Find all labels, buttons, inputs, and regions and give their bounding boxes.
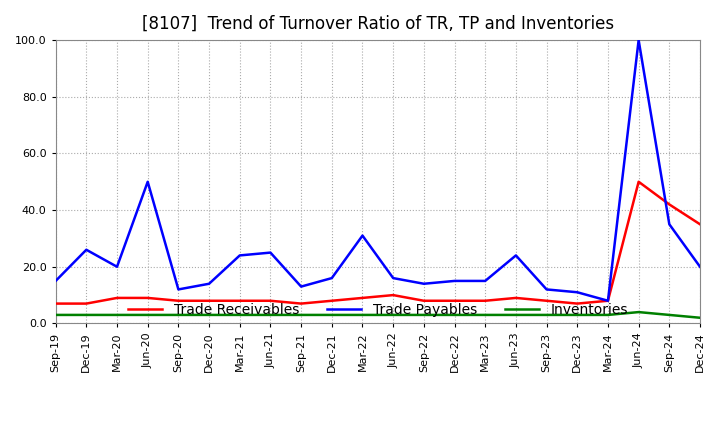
Inventories: [266, 312, 275, 318]
Inventories: [481, 312, 490, 318]
Trade Payables: [573, 290, 582, 295]
Trade Receivables: [389, 293, 397, 298]
Trade Payables: [542, 287, 551, 292]
Inventories: [174, 312, 183, 318]
Trade Receivables: [542, 298, 551, 304]
Trade Payables: [665, 222, 674, 227]
Trade Receivables: [450, 298, 459, 304]
Inventories: [143, 312, 152, 318]
Trade Payables: [113, 264, 122, 269]
Trade Payables: [634, 37, 643, 43]
Inventories: [420, 312, 428, 318]
Inventories: [113, 312, 122, 318]
Line: Inventories: Inventories: [55, 312, 700, 318]
Inventories: [328, 312, 336, 318]
Title: [8107]  Trend of Turnover Ratio of TR, TP and Inventories: [8107] Trend of Turnover Ratio of TR, TP…: [142, 15, 614, 33]
Trade Payables: [174, 287, 183, 292]
Legend: Trade Receivables, Trade Payables, Inventories: Trade Receivables, Trade Payables, Inven…: [122, 297, 634, 322]
Inventories: [634, 309, 643, 315]
Trade Receivables: [603, 298, 612, 304]
Trade Payables: [204, 281, 213, 286]
Trade Payables: [51, 278, 60, 283]
Trade Receivables: [143, 295, 152, 301]
Inventories: [450, 312, 459, 318]
Line: Trade Payables: Trade Payables: [55, 40, 700, 301]
Inventories: [51, 312, 60, 318]
Trade Payables: [266, 250, 275, 255]
Trade Receivables: [51, 301, 60, 306]
Trade Payables: [297, 284, 305, 289]
Inventories: [665, 312, 674, 318]
Inventories: [696, 315, 704, 320]
Trade Payables: [603, 298, 612, 304]
Inventories: [512, 312, 521, 318]
Line: Trade Receivables: Trade Receivables: [55, 182, 700, 304]
Trade Payables: [328, 275, 336, 281]
Trade Receivables: [634, 179, 643, 184]
Trade Payables: [420, 281, 428, 286]
Inventories: [603, 312, 612, 318]
Trade Receivables: [696, 222, 704, 227]
Trade Payables: [450, 278, 459, 283]
Trade Receivables: [174, 298, 183, 304]
Trade Receivables: [328, 298, 336, 304]
Inventories: [542, 312, 551, 318]
Trade Receivables: [82, 301, 91, 306]
Inventories: [204, 312, 213, 318]
Trade Receivables: [204, 298, 213, 304]
Inventories: [358, 312, 366, 318]
Trade Payables: [512, 253, 521, 258]
Inventories: [82, 312, 91, 318]
Trade Receivables: [266, 298, 275, 304]
Trade Payables: [82, 247, 91, 253]
Inventories: [297, 312, 305, 318]
Trade Receivables: [481, 298, 490, 304]
Trade Payables: [235, 253, 244, 258]
Trade Payables: [358, 233, 366, 238]
Trade Payables: [481, 278, 490, 283]
Trade Receivables: [358, 295, 366, 301]
Trade Receivables: [573, 301, 582, 306]
Trade Payables: [389, 275, 397, 281]
Trade Receivables: [665, 202, 674, 207]
Inventories: [235, 312, 244, 318]
Trade Payables: [143, 179, 152, 184]
Trade Receivables: [420, 298, 428, 304]
Inventories: [389, 312, 397, 318]
Trade Receivables: [235, 298, 244, 304]
Trade Receivables: [297, 301, 305, 306]
Trade Payables: [696, 264, 704, 269]
Inventories: [573, 312, 582, 318]
Trade Receivables: [512, 295, 521, 301]
Trade Receivables: [113, 295, 122, 301]
